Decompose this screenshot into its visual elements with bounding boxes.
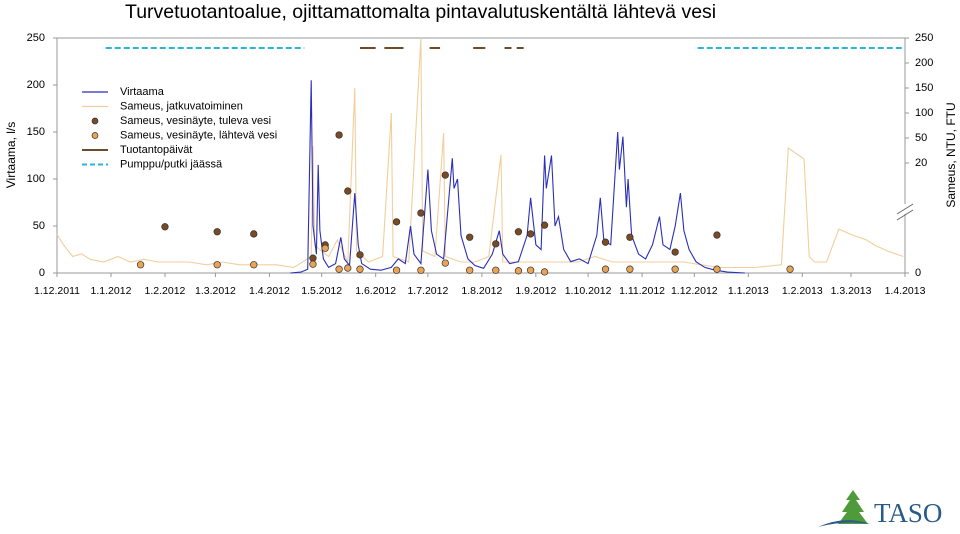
sample-point [213, 261, 221, 269]
y2-tick-label: 250 [915, 32, 933, 44]
sample-point [713, 265, 721, 273]
sample-point [540, 221, 549, 229]
y2-tick-label: 200 [915, 57, 933, 69]
y2-tick-label: 20 [915, 157, 927, 169]
x-tick-label: 1.1.2012 [91, 285, 132, 297]
x-tick-label: 1.1.2013 [728, 285, 769, 297]
x-tick-label: 1.11.2012 [619, 285, 665, 297]
sample-point [713, 231, 721, 239]
sample-point [441, 259, 449, 267]
legend-label: Sameus, vesinäyte, lähtevä vesi [120, 129, 277, 141]
sample-point [335, 265, 343, 273]
axis-break [896, 209, 914, 221]
sample-point [344, 187, 352, 195]
x-tick-label: 1.10.2012 [565, 285, 612, 297]
series-line [56, 37, 904, 269]
sample-point [335, 131, 343, 139]
logo-text: TASO [874, 498, 942, 528]
y-tick-label: 0 [39, 267, 45, 279]
sample-point [492, 240, 500, 248]
y2-axis-title: Sameus, NTU, FTU [944, 102, 958, 207]
y2-tick-label: 100 [915, 107, 933, 119]
axis-break [896, 203, 914, 215]
sample-point [526, 230, 535, 238]
logo-swoosh [818, 520, 870, 527]
x-tick-label: 1.8.2012 [461, 285, 502, 297]
y2-tick-label: 50 [915, 132, 927, 144]
sample-point [671, 265, 679, 273]
sample-point [392, 266, 401, 274]
y-tick-label: 100 [27, 173, 45, 185]
plot-frame [56, 37, 906, 274]
sample-point [786, 265, 794, 273]
sample-point [466, 266, 474, 274]
x-tick-label: 1.4.2012 [249, 285, 290, 297]
sample-point [309, 254, 317, 262]
legend-label: Virtaama [120, 86, 165, 98]
sample-point [136, 261, 145, 269]
sample-point [526, 266, 535, 274]
x-tick-label: 1.5.2012 [301, 285, 342, 297]
y2-tick-label: 150 [915, 82, 933, 94]
logo: TASO [818, 490, 942, 528]
y-tick-label: 200 [27, 79, 45, 91]
sample-point [213, 228, 221, 236]
x-tick-label: 1.12.2012 [671, 285, 718, 297]
legend-marker [91, 117, 99, 125]
sample-point [356, 251, 364, 259]
sample-point [601, 238, 610, 246]
legend-label: Sameus, vesinäyte, tuleva vesi [120, 115, 271, 127]
x-tick-label: 1.12.2011 [34, 285, 80, 297]
x-tick-label: 1.3.2013 [831, 285, 872, 297]
sample-point [626, 265, 634, 273]
x-tick-label: 1.4.2013 [885, 285, 926, 297]
y-tick-label: 50 [33, 220, 45, 232]
sample-point [356, 265, 364, 273]
sample-point [514, 267, 523, 275]
sample-point [250, 230, 258, 238]
sample-point [344, 264, 352, 272]
logo-tree [838, 490, 868, 524]
sample-point [671, 248, 679, 256]
sample-point [392, 218, 401, 226]
sample-point [540, 268, 549, 276]
y-tick-label: 150 [27, 126, 45, 138]
series-line [290, 80, 745, 274]
sample-point [309, 260, 317, 268]
sample-point [161, 223, 169, 231]
x-tick-label: 1.2.2012 [145, 285, 186, 297]
y2-tick-label: 0 [915, 267, 921, 279]
y-axis-title: Virtaama, l/s [4, 122, 18, 188]
legend-marker [91, 132, 99, 139]
legend-label: Tuotantopäivät [120, 144, 192, 156]
x-tick-label: 1.9.2012 [515, 285, 556, 297]
sample-point [250, 261, 258, 269]
sample-point [601, 265, 610, 273]
x-tick-label: 1.3.2012 [195, 285, 236, 297]
legend-label: Sameus, jatkuvatoiminen [120, 100, 243, 112]
y-tick-label: 250 [27, 32, 45, 44]
chart-title: Turvetuotantoalue, ojittamattomalta pint… [125, 1, 716, 23]
x-tick-label: 1.7.2012 [407, 285, 448, 297]
sample-point [492, 266, 500, 274]
sample-point [321, 244, 329, 252]
x-tick-label: 1.2.2013 [782, 285, 823, 297]
sample-point [514, 228, 523, 236]
legend-label: Pumppu/putki jäässä [120, 158, 223, 170]
sample-point [441, 171, 449, 179]
sample-point [626, 233, 634, 241]
sample-point [417, 209, 425, 217]
sample-point [466, 233, 474, 241]
x-tick-label: 1.6.2012 [355, 285, 396, 297]
sample-point [417, 266, 425, 274]
